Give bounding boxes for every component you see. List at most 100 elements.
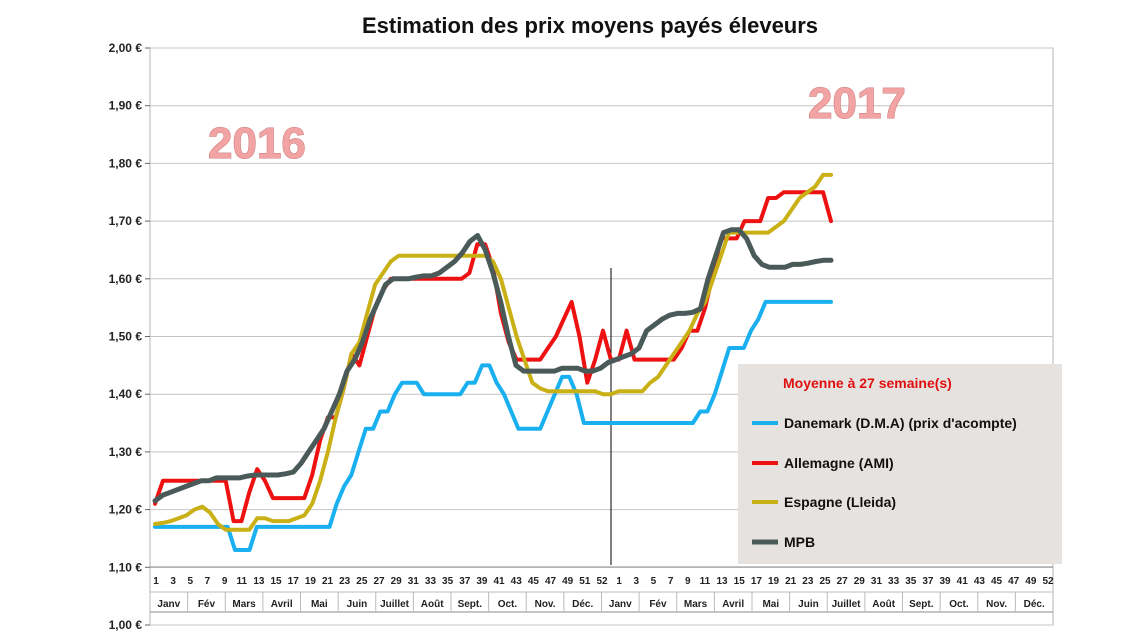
x-tick-label: 3: [634, 576, 640, 587]
x-tick-label: 31: [408, 576, 420, 587]
x-tick-label: 19: [305, 576, 317, 587]
legend-label: Allemagne (AMI): [784, 455, 894, 471]
x-tick-label: 27: [837, 576, 849, 587]
x-tick-label: 31: [871, 576, 883, 587]
month-label: Avril: [271, 599, 293, 610]
x-tick-label: 25: [356, 576, 368, 587]
legend-box: [738, 364, 1062, 564]
x-tick-label: 35: [905, 576, 917, 587]
month-label: Janv: [609, 599, 632, 610]
x-tick-label: 7: [668, 576, 674, 587]
series-line-danemark-d-m-a-prix-d-acompte: [153, 299, 833, 552]
x-tick-label: 43: [974, 576, 986, 587]
y-tick-label: 1,60 €: [109, 272, 143, 286]
month-label: Oct.: [498, 599, 518, 610]
x-tick-label: 3: [170, 576, 176, 587]
x-tick-label: 1: [616, 576, 622, 587]
year-label-2016: 2016: [208, 119, 306, 168]
x-tick-label: 1: [153, 576, 159, 587]
month-label: Fév: [198, 599, 216, 610]
y-tick-label: 1,10 €: [109, 560, 143, 574]
x-tick-label: 5: [651, 576, 657, 587]
x-tick-label: 49: [1025, 576, 1037, 587]
series-lines: [152, 172, 834, 552]
y-tick-label: 2,00 €: [109, 41, 143, 55]
x-tick-label: 21: [322, 576, 334, 587]
month-label: Août: [872, 599, 895, 610]
legend-title: Moyenne à 27 semaine(s): [783, 375, 952, 391]
month-label: Mai: [311, 599, 328, 610]
month-label: Juin: [798, 599, 819, 610]
x-tick-label: 52: [596, 576, 608, 587]
y-axis: 1,00 € 1,10 € 1,20 € 1,30 € 1,40 € 1,50 € 1,60…: [109, 41, 150, 632]
legend-label: MPB: [784, 534, 815, 550]
x-tick-label: 11: [700, 576, 711, 587]
x-tick-label: 41: [494, 576, 506, 587]
month-label: Juin: [347, 599, 368, 610]
x-tick-label: 47: [545, 576, 557, 587]
y-tick-label: 1,40 €: [109, 387, 143, 401]
x-tick-label: 39: [476, 576, 488, 587]
x-tick-label: 19: [768, 576, 780, 587]
x-tick-label: 5: [188, 576, 194, 587]
x-tick-label: 9: [222, 576, 228, 587]
month-label: Mars: [684, 599, 708, 610]
x-tick-label: 43: [511, 576, 523, 587]
x-tick-label: 13: [253, 576, 265, 587]
x-tick-label: 33: [888, 576, 900, 587]
x-tick-label: 23: [802, 576, 814, 587]
x-tick-label: 29: [391, 576, 403, 587]
legend: Moyenne à 27 semaine(s) Danemark (D.M.A)…: [738, 364, 1062, 564]
month-label: Août: [421, 599, 444, 610]
x-tick-label: 25: [819, 576, 831, 587]
month-label: Déc.: [572, 599, 593, 610]
x-tick-label: 49: [562, 576, 574, 587]
month-label: Fév: [649, 599, 667, 610]
x-tick-label: 37: [922, 576, 934, 587]
year-label-2017: 2017: [808, 79, 906, 128]
month-label: Déc.: [1024, 599, 1045, 610]
x-tick-label: 35: [442, 576, 454, 587]
month-label: Juillet: [832, 599, 862, 610]
series-line-espagne-lleida: [153, 172, 833, 532]
x-tick-label: 17: [288, 576, 300, 587]
y-tick-label: 1,90 €: [109, 99, 143, 113]
y-tick-label: 1,00 €: [109, 618, 143, 632]
x-tick-label: 45: [991, 576, 1003, 587]
x-tick-label: 23: [339, 576, 351, 587]
x-tick-label: 47: [1008, 576, 1020, 587]
x-tick-label: 11: [236, 576, 247, 587]
x-tick-label: 41: [957, 576, 969, 587]
x-tick-label: 13: [717, 576, 729, 587]
x-tick-label: 51: [579, 576, 591, 587]
x-tick-label: 37: [459, 576, 471, 587]
x-tick-label: 29: [854, 576, 866, 587]
y-tick-label: 1,80 €: [109, 156, 143, 170]
month-label: Sept.: [909, 599, 934, 610]
month-label: Nov.: [986, 599, 1007, 610]
series-line-allemagne-ami: [153, 190, 833, 524]
y-tick-label: 1,20 €: [109, 503, 143, 517]
x-tick-label: 9: [685, 576, 691, 587]
chart-title: Estimation des prix moyens payés éleveur…: [362, 13, 818, 38]
y-tick-label: 1,50 €: [109, 330, 143, 344]
x-tick-label: 33: [425, 576, 437, 587]
month-label: Oct.: [949, 599, 969, 610]
legend-label: Espagne (Lleida): [784, 494, 896, 510]
x-tick-label: 15: [734, 576, 746, 587]
x-tick-label: 27: [373, 576, 385, 587]
month-label: Avril: [722, 599, 744, 610]
month-label: Nov.: [535, 599, 556, 610]
series-line-mpb: [152, 227, 834, 504]
month-label: Mai: [762, 599, 779, 610]
y-tick-label: 1,30 €: [109, 445, 143, 459]
x-tick-label: 17: [751, 576, 763, 587]
x-tick-label: 52: [1042, 576, 1054, 587]
month-label: Mars: [232, 599, 256, 610]
legend-label: Danemark (D.M.A) (prix d'acompte): [784, 415, 1017, 431]
x-tick-label: 39: [940, 576, 952, 587]
x-axis: 1 3 5 7 9 11 13 15 17 19 21 23 25 27 29 31 33 35 37 39 41 43 4…: [149, 566, 1054, 613]
month-label: Janv: [157, 599, 180, 610]
x-tick-label: 7: [205, 576, 211, 587]
